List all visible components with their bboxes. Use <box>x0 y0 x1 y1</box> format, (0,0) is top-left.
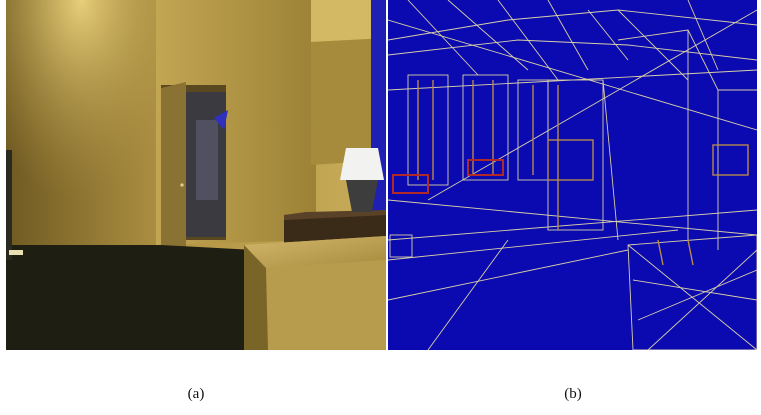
panel-a-caption: (a) <box>187 386 205 402</box>
wireframe-render-panel <box>388 0 757 350</box>
shaded-render-image <box>6 0 386 350</box>
wireframe-furniture <box>417 80 749 266</box>
shaded-render-panel <box>6 0 386 350</box>
lamp-base <box>346 180 378 212</box>
panel-b-caption: (b) <box>564 386 582 402</box>
floor <box>6 245 256 350</box>
wireframe-render-image <box>388 0 757 350</box>
open-door <box>161 82 186 258</box>
lamp-shade <box>340 148 384 180</box>
wireframe-lines <box>388 0 757 350</box>
